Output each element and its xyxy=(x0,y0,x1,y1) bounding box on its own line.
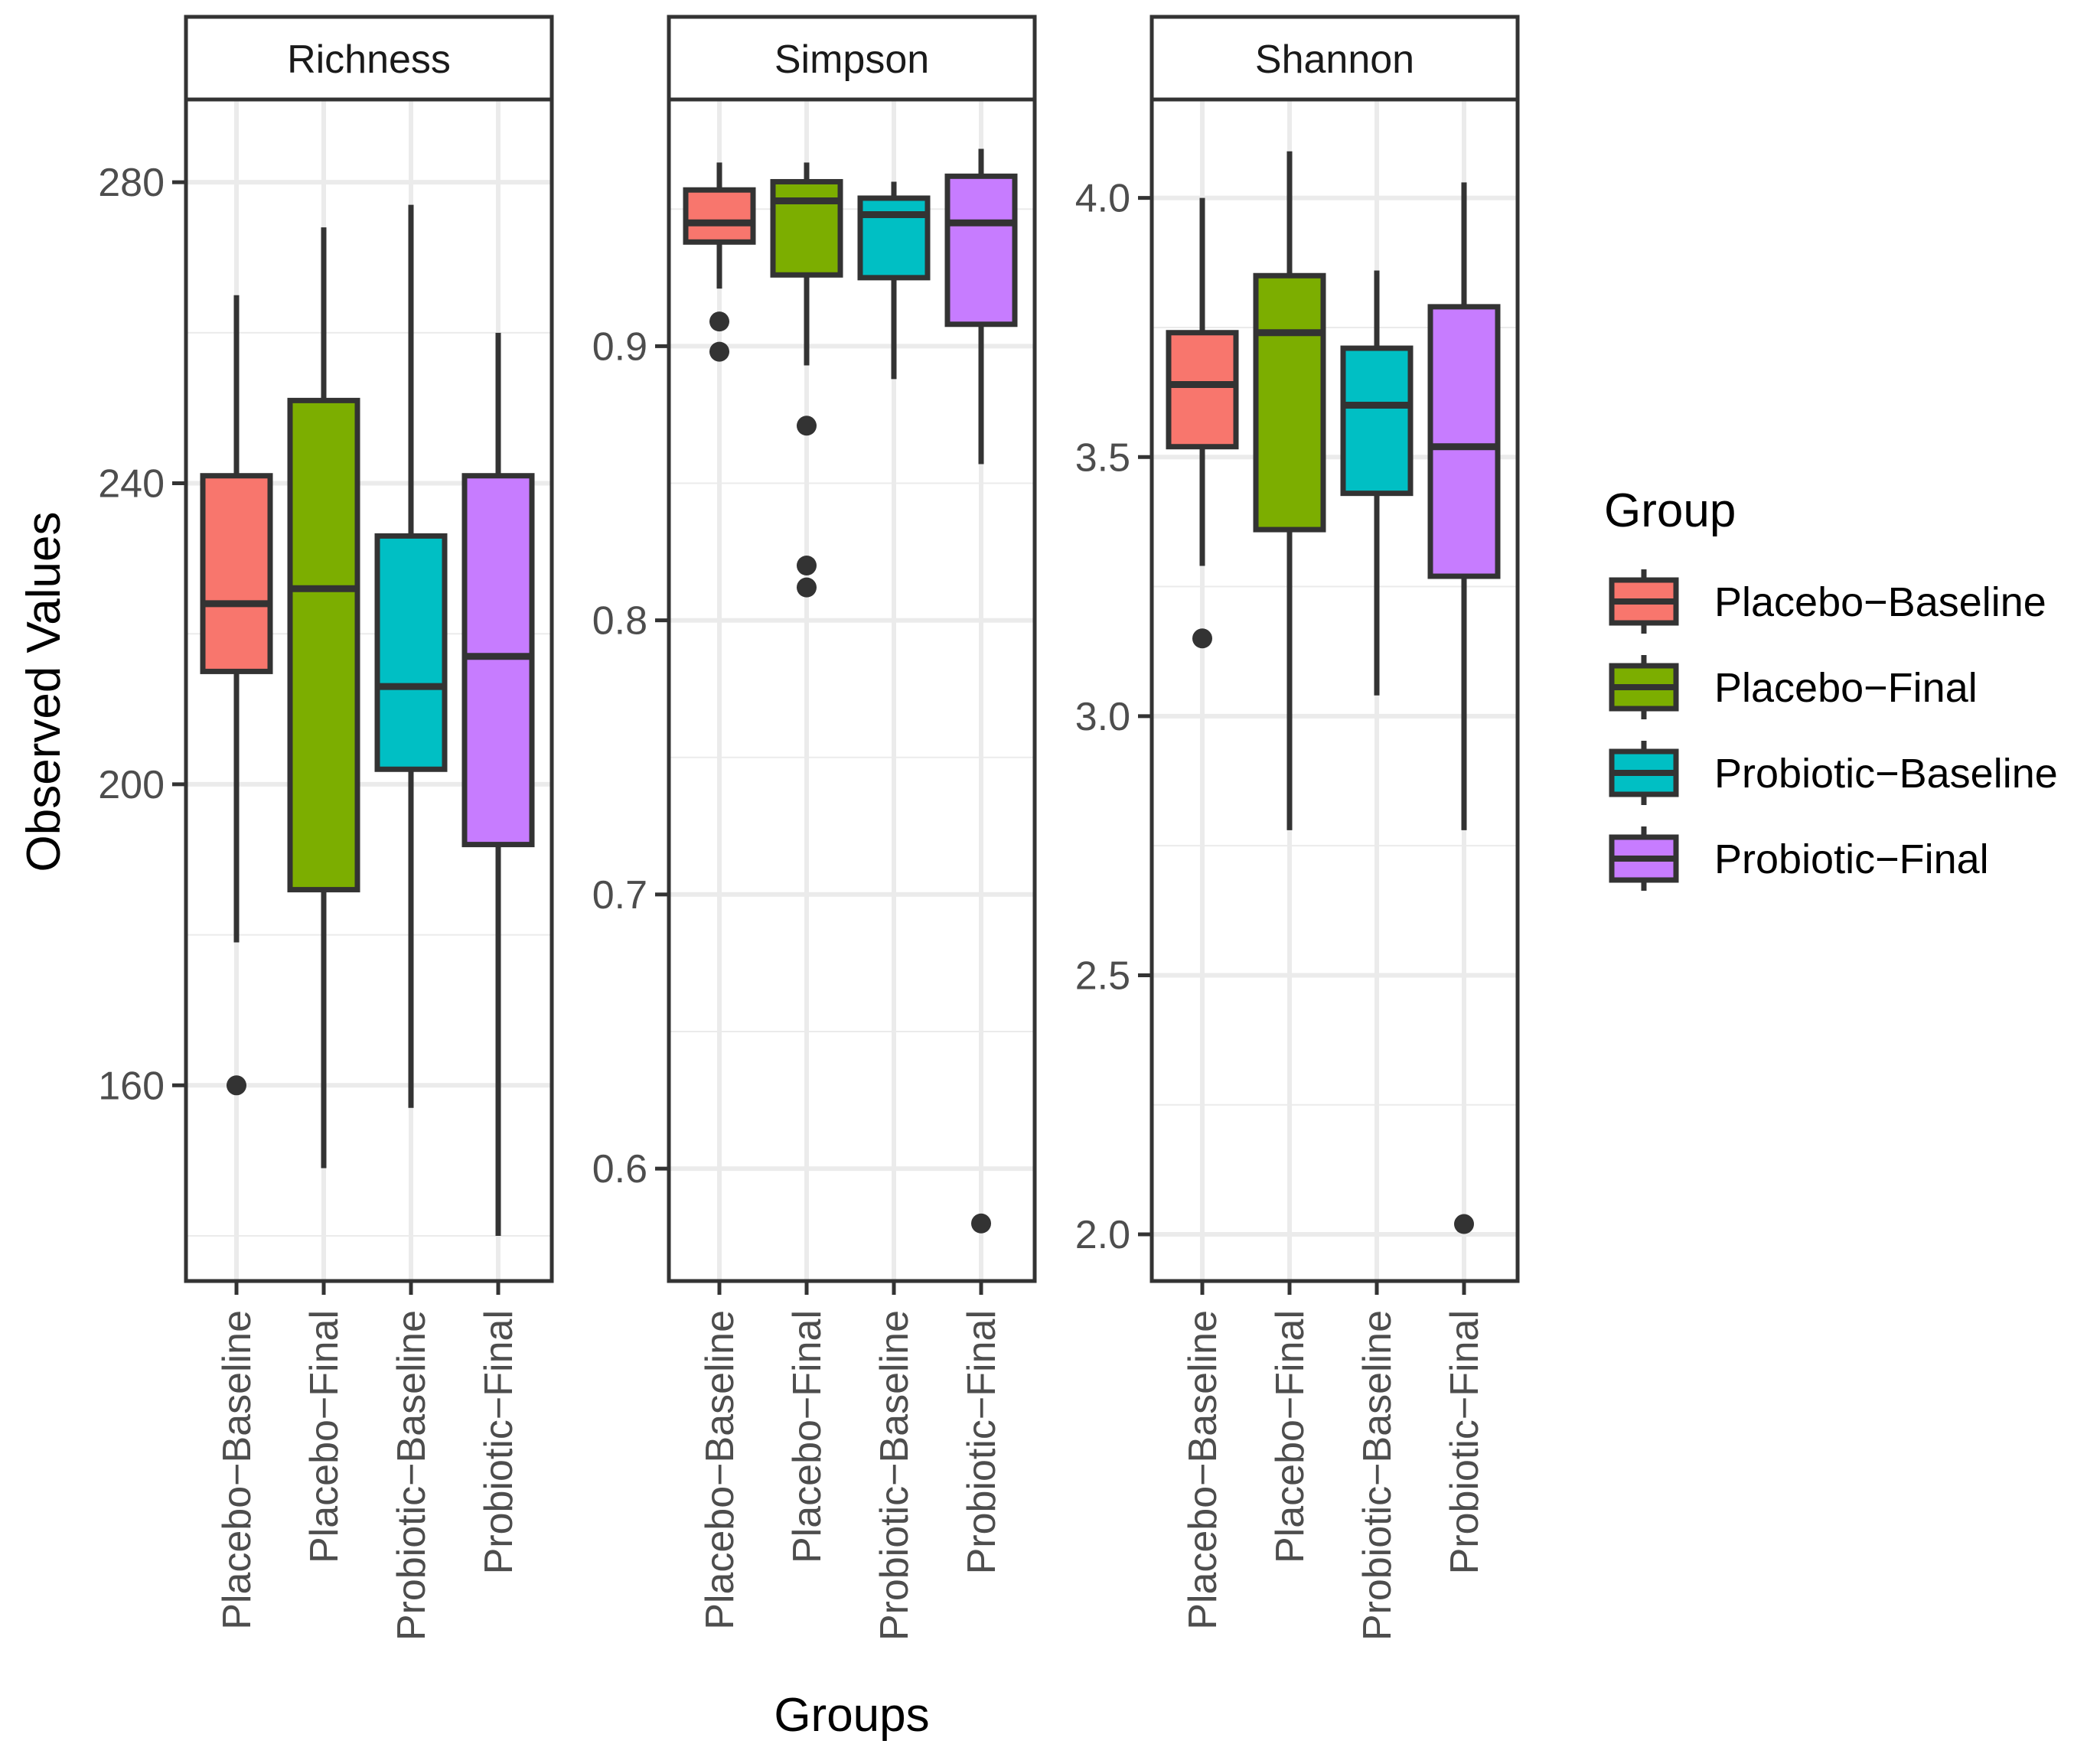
simpson-y-tick-label: 0.6 xyxy=(592,1147,647,1191)
shannon-panel: Shannon 2.0 2.5 3.0 3.5 4.0 Placebo−Baseline Pl… xyxy=(1075,15,1520,1641)
legend: Placebo−Baseline Placebo−Final Probiotic−B… xyxy=(1609,569,2058,891)
richness-x-tick-label: Placebo−Final xyxy=(302,1310,347,1563)
richness-y-tick-label: 160 xyxy=(98,1064,165,1108)
legend-probiotic-baseline-label: Probiotic−Baseline xyxy=(1714,751,2058,797)
simpson-placebo-baseline-outlier xyxy=(709,311,729,332)
shannon-placebo-baseline-outlier xyxy=(1192,628,1212,649)
legend-placebo-final-label: Placebo−Final xyxy=(1714,665,1978,711)
simpson-strip xyxy=(667,15,1037,102)
shannon-probiotic-final-outlier xyxy=(1454,1214,1474,1234)
simpson-x-tick-label: Probiotic−Baseline xyxy=(872,1310,917,1641)
shannon-x-tick-label: Placebo−Final xyxy=(1268,1310,1312,1563)
richness-probiotic-baseline-box xyxy=(374,533,448,772)
richness-x-tick-label: Placebo−Baseline xyxy=(215,1310,259,1630)
richness-strip xyxy=(184,15,554,102)
shannon-y-tick-label: 3.5 xyxy=(1075,435,1130,480)
shannon-x-tick-label: Probiotic−Baseline xyxy=(1355,1310,1400,1641)
simpson-probiotic-baseline-box xyxy=(857,195,931,281)
y-axis-title: Observed Values xyxy=(18,512,70,872)
richness-x-tick-label: Probiotic−Final xyxy=(477,1310,521,1574)
shannon-y-tick-label: 2.5 xyxy=(1075,953,1130,998)
legend-probiotic-final-label: Probiotic−Final xyxy=(1714,836,1989,882)
richness-placebo-baseline-outlier xyxy=(227,1075,246,1096)
richness-placebo-final-box xyxy=(287,397,360,893)
richness-panel: Richness 160 200 240 280 Placebo−Baseline Plac… xyxy=(98,15,554,1641)
shannon-placebo-final-box xyxy=(1253,272,1326,533)
simpson-placebo-final-outlier xyxy=(797,416,817,436)
richness-x-tick-label: Probiotic−Baseline xyxy=(390,1310,434,1641)
x-axis-title: Groups xyxy=(774,1689,929,1742)
shannon-placebo-baseline-box xyxy=(1166,330,1239,450)
shannon-strip-label: Shannon xyxy=(1255,37,1414,82)
richness-strip-label: Richness xyxy=(287,37,451,82)
shannon-strip xyxy=(1149,15,1520,102)
shannon-y-tick-label: 3.0 xyxy=(1075,695,1130,739)
legend-placebo-baseline-label: Placebo−Baseline xyxy=(1714,579,2046,625)
simpson-y-tick-label: 0.8 xyxy=(592,599,647,644)
shannon-x-tick-label: Probiotic−Final xyxy=(1443,1310,1487,1574)
simpson-x-tick-label: Placebo−Baseline xyxy=(698,1310,742,1630)
simpson-y-tick-label: 0.7 xyxy=(592,873,647,918)
legend-title: Group xyxy=(1604,484,1736,537)
shannon-y-tick-label: 4.0 xyxy=(1075,177,1130,221)
simpson-placebo-final-outlier xyxy=(797,556,817,576)
simpson-y-tick-label: 0.9 xyxy=(592,324,647,369)
simpson-probiotic-final-outlier xyxy=(971,1213,991,1234)
richness-probiotic-final-box xyxy=(461,473,535,848)
richness-y-tick-label: 280 xyxy=(98,161,165,205)
richness-y-tick-label: 240 xyxy=(98,462,165,507)
simpson-placebo-final-outlier xyxy=(797,577,817,598)
shannon-probiotic-baseline-box xyxy=(1340,345,1414,497)
shannon-y-tick-label: 2.0 xyxy=(1075,1213,1130,1257)
simpson-placebo-baseline-box xyxy=(683,187,756,245)
simpson-placebo-baseline-outlier xyxy=(709,341,729,362)
simpson-panel: Simpson 0.6 0.7 0.8 0.9 Placebo−Baseline Place… xyxy=(592,15,1037,1641)
shannon-x-tick-label: Placebo−Baseline xyxy=(1181,1310,1225,1630)
richness-y-tick-label: 200 xyxy=(98,763,165,807)
simpson-probiotic-final-box xyxy=(944,173,1018,328)
shannon-probiotic-final-box xyxy=(1427,304,1501,579)
simpson-placebo-final-box xyxy=(770,178,843,278)
simpson-x-tick-label: Placebo−Final xyxy=(785,1310,830,1563)
simpson-strip-label: Simpson xyxy=(774,37,929,82)
richness-placebo-baseline-box xyxy=(200,473,273,674)
simpson-x-tick-label: Probiotic−Final xyxy=(960,1310,1004,1574)
